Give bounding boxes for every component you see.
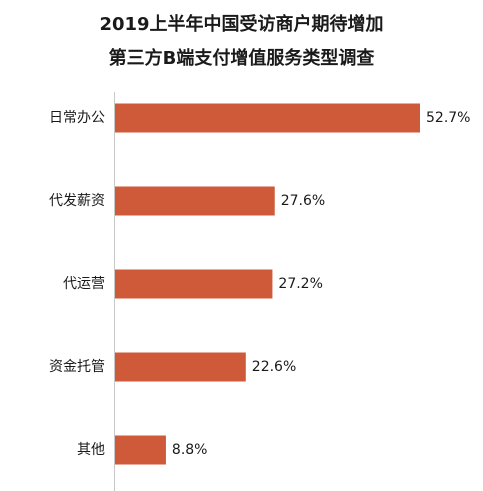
chart-title: 2019上半年中国受访商户期待增加 第三方B端支付增值服务类型调查 xyxy=(0,8,483,76)
category-label: 代运营 xyxy=(63,276,105,292)
category-label: 资金托管 xyxy=(49,359,105,375)
value-label: 8.8% xyxy=(172,442,208,458)
value-label: 22.6% xyxy=(252,359,296,375)
chart-title-line-1: 2019上半年中国受访商户期待增加 xyxy=(99,14,384,35)
value-label: 52.7% xyxy=(426,110,470,126)
bar xyxy=(115,103,420,133)
category-label: 代发薪资 xyxy=(49,193,105,209)
category-label: 其他 xyxy=(77,442,105,458)
bars-layer: 日常办公 52.7% 代发薪资 27.6% 代运营 27.2% 资金托管 22.6% 其他 8.8… xyxy=(49,103,470,465)
value-label: 27.6% xyxy=(281,193,325,209)
bar xyxy=(115,352,246,382)
bar xyxy=(115,186,275,216)
bar xyxy=(115,435,166,465)
value-label: 27.2% xyxy=(278,276,322,292)
category-label: 日常办公 xyxy=(49,110,105,126)
bar xyxy=(115,269,273,299)
chart-title-line-2: 第三方B端支付增值服务类型调查 xyxy=(108,48,375,69)
